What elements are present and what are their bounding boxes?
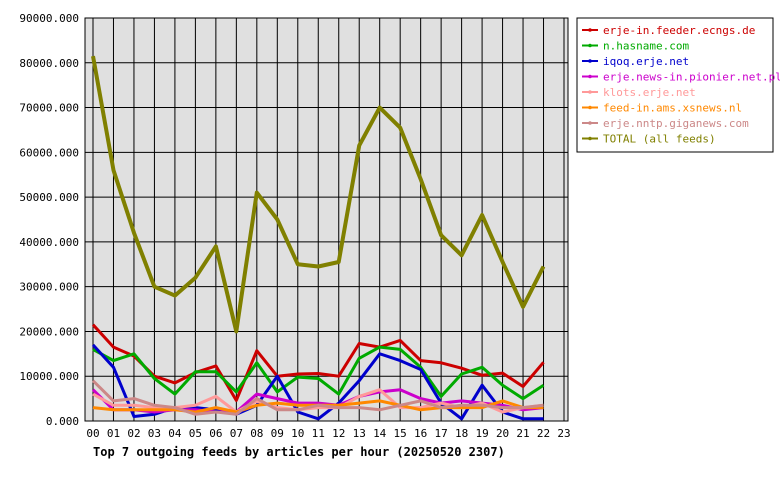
- x-tick-label: 12: [332, 427, 345, 440]
- legend-marker: [588, 59, 592, 63]
- legend-label: klots.erje.net: [603, 86, 696, 99]
- x-tick-label: 09: [271, 427, 284, 440]
- y-tick-label: 60000.000: [19, 146, 79, 159]
- x-tick-label: 19: [475, 427, 488, 440]
- chart-title: Top 7 outgoing feeds by articles per hou…: [93, 445, 505, 459]
- y-tick-label: 70000.000: [19, 102, 79, 115]
- legend-label: feed-in.ams.xsnews.nl: [603, 102, 742, 115]
- grid-lines: [85, 17, 568, 422]
- legend-label: TOTAL (all feeds): [603, 133, 716, 146]
- y-tick-label: 20000.000: [19, 325, 79, 338]
- y-tick-label: 40000.000: [19, 236, 79, 249]
- legend-marker: [588, 74, 592, 79]
- legend-label: n.hasname.com: [603, 40, 689, 53]
- x-tick-label: 20: [496, 427, 509, 440]
- legend-marker: [588, 136, 592, 141]
- plot-area: [84, 17, 569, 422]
- legend-marker: [588, 28, 592, 32]
- x-tick-label: 01: [107, 427, 120, 440]
- x-tick-label: 23: [557, 427, 570, 440]
- series-line: [91, 55, 546, 334]
- x-tick-label: 07: [230, 427, 243, 440]
- x-tick-label: 21: [516, 427, 529, 440]
- y-tick-label: 30000.000: [19, 281, 79, 294]
- legend-label: erje.news-in.pionier.net.pl: [603, 71, 780, 84]
- x-axis-ticks: 00 01 02 03 04 05 06 07 08 09 10 11 12 13 14 15 16 17 18 19…: [86, 427, 570, 440]
- legend-box: [576, 17, 774, 153]
- legend-label: erje-in.feeder.ecngs.de: [603, 24, 755, 37]
- x-tick-label: 11: [312, 427, 325, 440]
- legend-marker: [588, 90, 592, 94]
- series-lines: [91, 55, 546, 421]
- legend-label: erje.nntp.giganews.com: [603, 117, 749, 130]
- x-tick-label: 05: [189, 427, 202, 440]
- legend-marker: [588, 43, 592, 48]
- x-tick-label: 03: [148, 427, 161, 440]
- x-tick-label: 08: [250, 427, 263, 440]
- y-tick-label: 50000.000: [19, 191, 79, 204]
- x-tick-label: 18: [455, 427, 468, 440]
- x-tick-label: 00: [86, 427, 99, 440]
- x-tick-label: 10: [291, 427, 304, 440]
- x-tick-label: 04: [168, 427, 182, 440]
- series-line: [92, 345, 545, 401]
- series-line: [91, 379, 544, 416]
- legend-label: iqoq.erje.net: [603, 55, 689, 68]
- y-tick-label: 80000.000: [19, 57, 79, 70]
- y-tick-label: 0.000: [46, 415, 79, 428]
- legend-marker: [588, 121, 592, 125]
- x-tick-label: 22: [537, 427, 550, 440]
- y-axis-ticks: 0.000 10000.000 20000.000 30000.000 40000.00…: [19, 12, 79, 428]
- x-tick-label: 06: [209, 427, 222, 440]
- x-tick-label: 02: [127, 427, 140, 440]
- x-tick-label: 16: [414, 427, 427, 440]
- y-tick-label: 10000.000: [19, 370, 79, 383]
- legend: erje-in.feeder.ecngs.de n.hasname.com iqoq…: [576, 17, 780, 153]
- legend-marker: [588, 105, 592, 110]
- x-tick-label: 15: [394, 427, 407, 440]
- x-tick-label: 17: [435, 427, 448, 440]
- x-tick-label: 13: [353, 427, 366, 440]
- y-tick-label: 90000.000: [19, 12, 79, 25]
- x-tick-label: 14: [373, 427, 387, 440]
